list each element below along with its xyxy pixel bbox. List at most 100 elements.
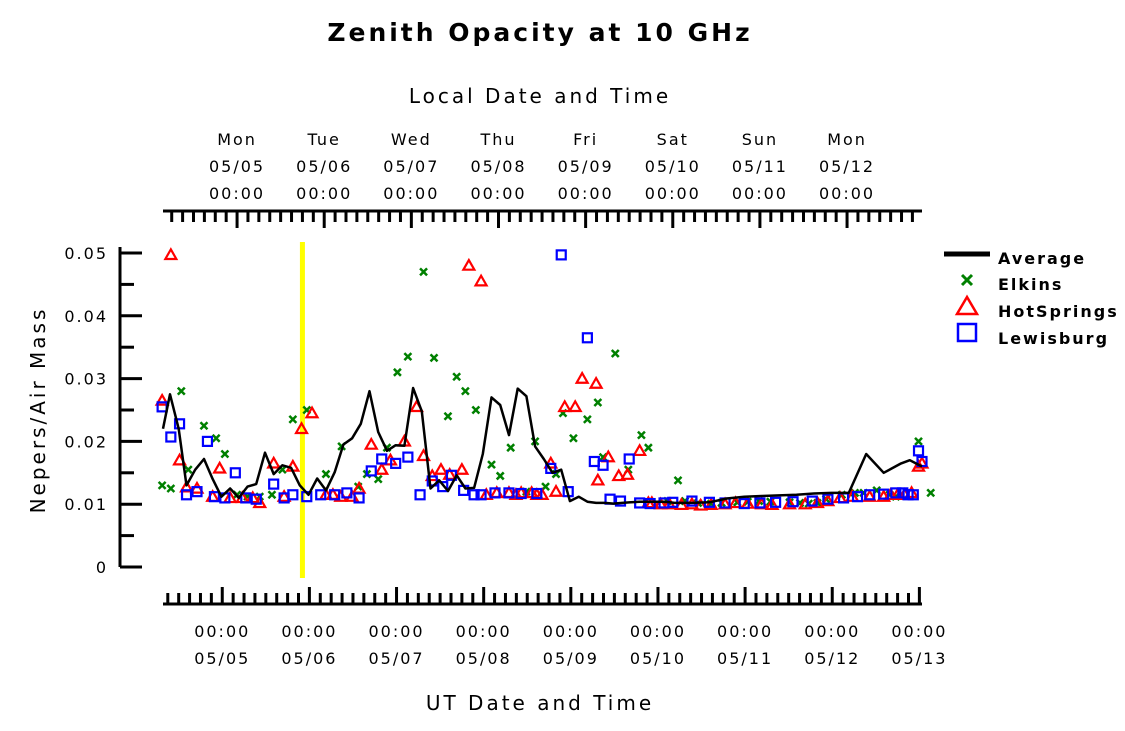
- elkins-point: [267, 490, 277, 500]
- bottom-tick-time-label: 00:00: [194, 622, 250, 641]
- top-tick-time-label: 00:00: [819, 184, 875, 203]
- hotsprings-point: [632, 443, 648, 457]
- lewisburg-point: [402, 451, 414, 463]
- legend-swatch-elkins: [960, 273, 974, 287]
- legend: Average Elkins HotSprings Lewisburg: [944, 249, 1119, 348]
- lewisburg-point: [250, 493, 262, 505]
- top-tick-date-label: 05/07: [383, 157, 439, 176]
- top-tick-day-label: Fri: [573, 130, 598, 149]
- elkins-point: [610, 349, 620, 358]
- legend-item-hotsprings: HotSprings: [954, 294, 1119, 321]
- hotsprings-point: [461, 257, 477, 271]
- elkins-point: [393, 367, 402, 377]
- elkins-point: [569, 433, 578, 443]
- elkins-point: [471, 405, 481, 415]
- lewisburg-point: [555, 249, 567, 261]
- elkins-point: [506, 443, 516, 453]
- top-tick-time-label: 00:00: [383, 184, 439, 203]
- bottom-tick-date-label: 05/08: [456, 649, 512, 668]
- elkins-point: [321, 469, 331, 479]
- y-tick-label: 0.04: [64, 307, 108, 326]
- elkins-point: [643, 443, 653, 453]
- top-tick-time-label: 00:00: [296, 184, 352, 203]
- lewisburg-point: [489, 487, 501, 499]
- hotsprings-point: [557, 399, 573, 413]
- lewisburg-point: [268, 478, 280, 490]
- top-tick-date-label: 05/10: [645, 157, 701, 176]
- bottom-tick-date-label: 05/06: [281, 649, 337, 668]
- elkins-point: [157, 480, 167, 490]
- lewisburg-point: [644, 497, 656, 510]
- legend-label-hotsprings: HotSprings: [998, 302, 1119, 321]
- elkins-point: [541, 482, 550, 491]
- hotsprings-point: [574, 370, 590, 384]
- elkins-point: [166, 484, 176, 493]
- top-tick-day-label: Sat: [657, 130, 689, 149]
- elkins-point: [220, 449, 230, 459]
- hotsprings-point: [590, 472, 606, 486]
- elkins-point: [487, 460, 496, 470]
- lewisburg-point: [754, 497, 766, 509]
- legend-swatch-lewisburg: [956, 322, 978, 343]
- elkins-point: [495, 471, 505, 481]
- hotsprings-point: [914, 455, 930, 469]
- hotsprings-point: [266, 455, 282, 469]
- legend-item-average: Average: [944, 249, 1084, 268]
- hotsprings-point: [810, 495, 825, 509]
- top-tick-day-label: Wed: [391, 130, 432, 149]
- lewisburg-point: [851, 491, 864, 503]
- elkins-point: [914, 437, 923, 446]
- top-axis-label: Local Date and Time: [408, 84, 672, 108]
- top-tick-day-label: Sun: [742, 130, 778, 149]
- top-tick-time-label: 00:00: [558, 184, 614, 203]
- bottom-tick-time-label: 00:00: [717, 622, 773, 641]
- elkins-point: [403, 352, 413, 362]
- elkins-point: [211, 433, 221, 443]
- elkins-point: [199, 421, 209, 431]
- hotsprings-point: [363, 436, 379, 450]
- top-tick-time-label: 00:00: [209, 184, 265, 203]
- bottom-tick-time-label: 00:00: [543, 622, 599, 641]
- lewisburg-point: [614, 495, 627, 507]
- hotsprings-point: [548, 483, 564, 497]
- elkins-point: [460, 386, 470, 396]
- bottom-tick-time-label: 00:00: [456, 622, 512, 641]
- lewisburg-point: [623, 453, 635, 465]
- top-tick-date-label: 05/08: [470, 157, 526, 176]
- hotsprings-point: [212, 460, 228, 474]
- bottom-axis-label: UT Date and Time: [425, 691, 655, 715]
- lewisburg-point: [878, 488, 890, 500]
- elkins-point: [926, 488, 936, 498]
- bottom-tick-time-label: 00:00: [891, 622, 947, 641]
- elkins-point: [673, 475, 683, 485]
- bottom-tick-date-label: 05/10: [630, 649, 686, 668]
- elkins-point: [183, 465, 193, 475]
- hotsprings-point: [154, 392, 170, 406]
- bottom-tick-time-label: 00:00: [804, 622, 860, 641]
- lewisburg-point: [890, 487, 902, 499]
- lewisburg-point: [376, 453, 388, 465]
- hotsprings-point: [374, 461, 390, 475]
- bottom-tick-date-label: 05/12: [804, 649, 860, 668]
- legend-item-lewisburg: Lewisburg: [956, 322, 1107, 348]
- bottom-tick-date-label: 05/09: [543, 649, 599, 668]
- bottom-tick-date-label: 05/11: [717, 649, 773, 668]
- chart-title: Zenith Opacity at 10 GHz: [327, 18, 753, 47]
- hotsprings-point: [620, 466, 635, 480]
- data-layer: [154, 247, 936, 511]
- lewisburg-point: [414, 489, 426, 501]
- y-tick-label: 0.03: [64, 370, 108, 389]
- legend-item-elkins: Elkins: [960, 273, 1061, 294]
- lewisburg-point: [822, 493, 834, 505]
- bottom-axis: 00:00 05/05 00:00 05/06 00:00 05/07 00:00 05/08…: [163, 587, 947, 668]
- lewisburg-point: [208, 491, 221, 503]
- y-tick-label: 0.02: [64, 432, 108, 451]
- lewisburg-point: [581, 332, 593, 344]
- bottom-tick-date-label: 05/07: [368, 649, 424, 668]
- elkins-point: [429, 353, 439, 363]
- y-tick-label: 0: [96, 558, 108, 577]
- bottom-tick-time-label: 00:00: [368, 622, 424, 641]
- lewisburg-point: [365, 465, 377, 477]
- elkins-point: [582, 415, 592, 424]
- top-tick-time-label: 00:00: [732, 184, 788, 203]
